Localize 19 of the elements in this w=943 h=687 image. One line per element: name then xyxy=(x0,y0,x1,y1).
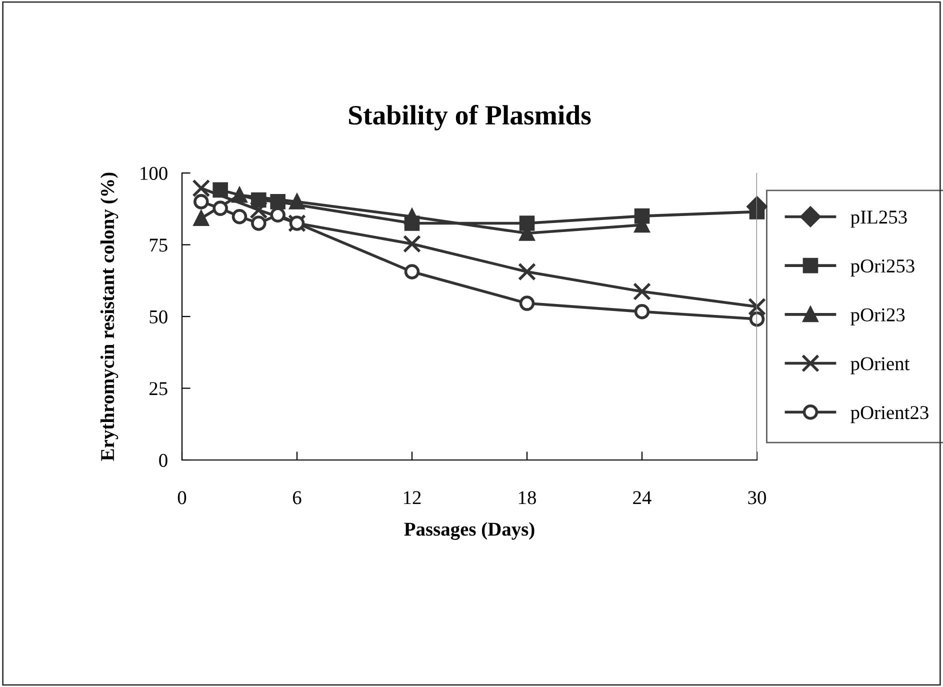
x-tick-label: 18 xyxy=(518,491,536,504)
y-axis-title: Erythromycin resistant colony (%) xyxy=(100,172,118,461)
chart-title: Stability of Plasmids xyxy=(349,104,591,130)
x-tick-label: 30 xyxy=(748,491,766,504)
x-tick-label: 24 xyxy=(633,491,652,504)
y-tick-label: 75 xyxy=(150,238,168,252)
y-tick-label: 0 xyxy=(159,454,168,467)
legend-label: pOrient xyxy=(850,357,910,374)
legend-label: pOri253 xyxy=(850,259,914,277)
y-tick-label: 100 xyxy=(140,166,168,180)
x-tick-label: 0 xyxy=(178,491,186,504)
legend-label: pOri23 xyxy=(850,308,905,326)
x-tick-label: 6 xyxy=(292,491,302,504)
x-axis-title: Passages (Days) xyxy=(404,522,534,540)
x-tick-label: 12 xyxy=(404,491,421,504)
legend-label: pOrient23 xyxy=(850,406,928,424)
legend-label: pIL253 xyxy=(850,210,907,228)
y-tick-label: 50 xyxy=(150,310,168,324)
y-tick-label: 25 xyxy=(150,382,168,396)
